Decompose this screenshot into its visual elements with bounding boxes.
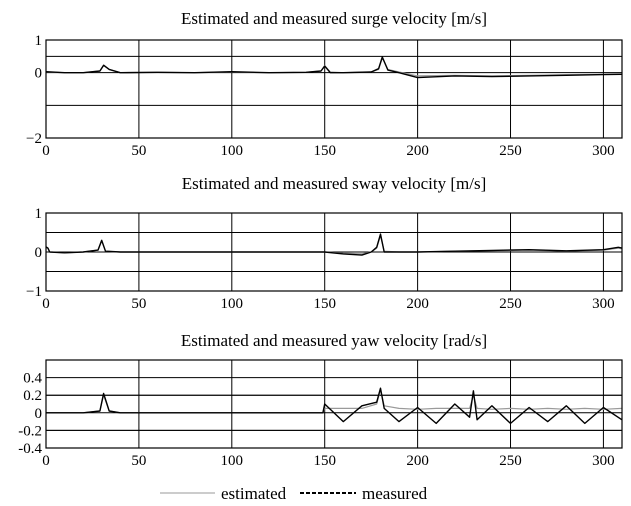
x-tick-label: 100 [221,296,244,312]
x-tick-label: 300 [592,453,615,469]
x-tick-label: 200 [406,143,429,159]
chart-panel-1: Estimated and measured surge velocity [m… [26,9,623,159]
x-tick-label: 300 [592,296,615,312]
x-tick-label: 0 [42,453,50,469]
x-tick-label: 250 [499,143,522,159]
x-tick-label: 0 [42,296,50,312]
x-tick-label: 300 [592,143,615,159]
y-tick-label: 0 [35,406,43,422]
y-tick-label: 1 [35,33,43,49]
series-line-measured [45,56,623,79]
y-tick-label: −2 [26,131,42,147]
plot-frame [45,359,623,449]
chart-panel-3: Estimated and measured yaw velocity [rad… [18,331,623,469]
y-tick-label: 0 [35,66,43,82]
series-line-measured [45,233,623,256]
chart-title: Estimated and measured yaw velocity [rad… [181,331,487,350]
legend: estimated measured [160,484,428,503]
chart-panel-2: Estimated and measured sway velocity [m/… [26,174,623,312]
plot-frame [45,39,623,139]
series-line-estimated [46,389,623,414]
x-tick-label: 150 [313,453,336,469]
y-tick-label: 0.2 [23,388,42,404]
y-tick-label: 0 [35,245,43,261]
x-tick-label: 0 [42,143,50,159]
x-tick-label: 100 [221,453,244,469]
x-tick-label: 200 [406,453,429,469]
x-tick-label: 50 [131,296,146,312]
y-tick-label: -0.4 [18,441,42,457]
series-line-measured [46,387,623,425]
chart-title: Estimated and measured sway velocity [m/… [182,174,487,193]
x-tick-label: 250 [499,453,522,469]
legend-measured-label: measured [362,484,428,503]
x-tick-label: 250 [499,296,522,312]
x-tick-label: 150 [313,296,336,312]
legend-estimated-label: estimated [221,484,287,503]
y-tick-label: -0.2 [18,423,42,439]
y-tick-label: 0.4 [23,371,42,387]
series-line-estimated [45,235,623,255]
y-tick-label: −1 [26,284,42,300]
plot-frame [45,212,623,292]
x-tick-label: 200 [406,296,429,312]
x-tick-label: 100 [221,143,244,159]
x-tick-label: 50 [131,143,146,159]
chart-title: Estimated and measured surge velocity [m… [181,9,487,28]
x-tick-label: 150 [313,143,336,159]
x-tick-label: 50 [131,453,146,469]
y-tick-label: 1 [35,206,43,222]
